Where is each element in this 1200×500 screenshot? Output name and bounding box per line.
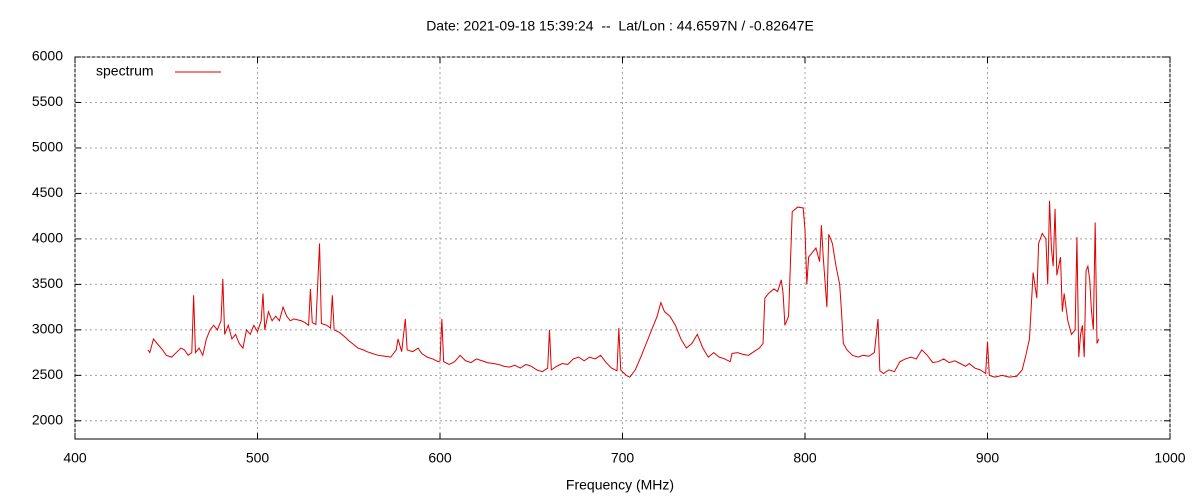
x-tick-label: 500 xyxy=(246,450,270,466)
x-tick-label: 600 xyxy=(428,450,452,466)
x-tick-label: 400 xyxy=(63,450,87,466)
x-tick-label: 800 xyxy=(793,450,817,466)
spectrum-line xyxy=(147,200,1100,378)
y-tick-label: 3500 xyxy=(32,275,63,291)
y-tick-label: 6000 xyxy=(32,48,63,64)
y-tick-label: 4500 xyxy=(32,184,63,200)
y-tick-label: 3000 xyxy=(32,321,63,337)
y-tick-label: 5000 xyxy=(32,139,63,155)
chart-title: Date: 2021-09-18 15:39:24 -- Lat/Lon : 4… xyxy=(426,18,814,34)
y-tick-label: 2500 xyxy=(32,366,63,382)
x-tick-label: 900 xyxy=(976,450,1000,466)
x-tick-label: 1000 xyxy=(1154,450,1185,466)
y-tick-label: 2000 xyxy=(32,412,63,428)
x-axis-label: Frequency (MHz) xyxy=(566,477,674,493)
legend-label: spectrum xyxy=(96,63,154,79)
y-tick-label: 5500 xyxy=(32,93,63,109)
y-tick-label: 4000 xyxy=(32,230,63,246)
x-tick-label: 700 xyxy=(611,450,635,466)
